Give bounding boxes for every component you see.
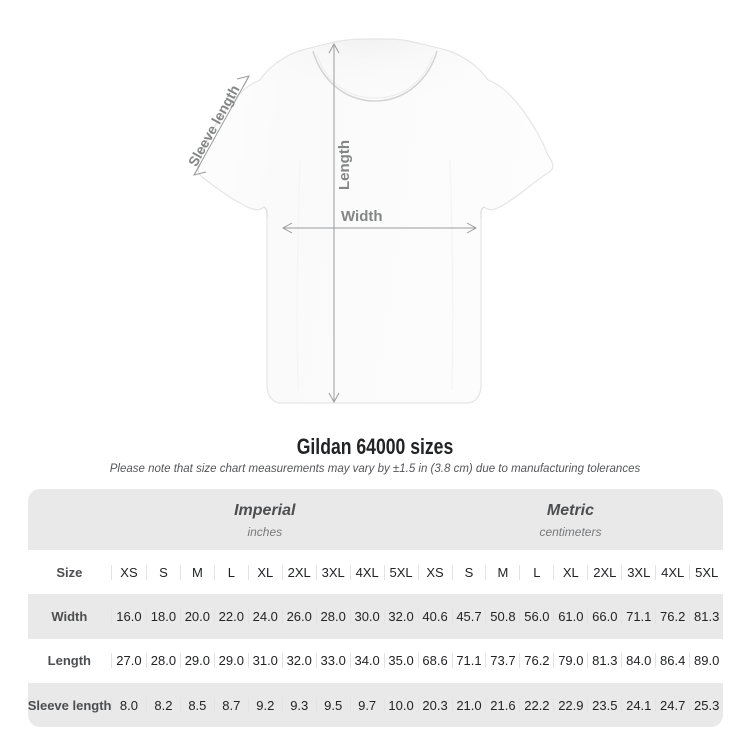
svg-text:Width: Width [341,208,383,225]
svg-text:Length: Length [336,140,353,190]
